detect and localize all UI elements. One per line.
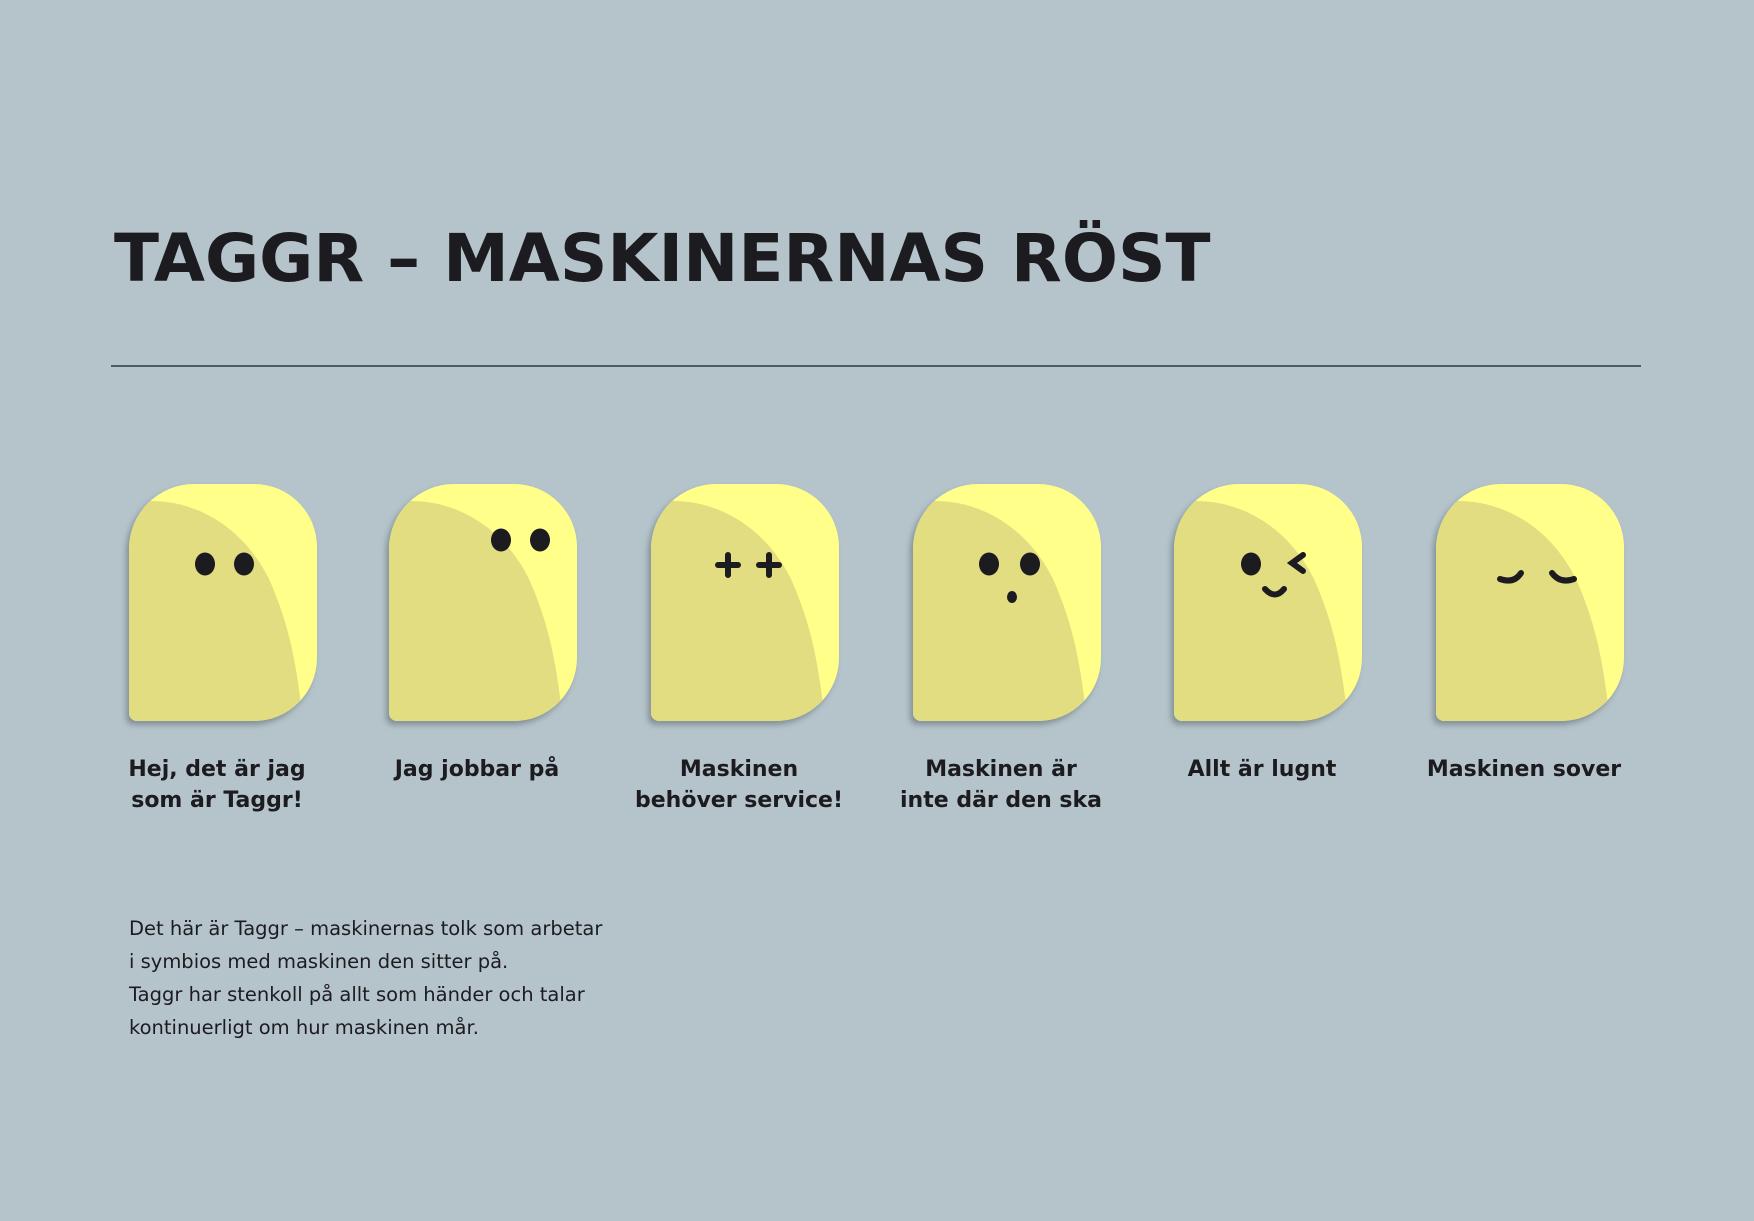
mood-label-line: Hej, det är jag [128,757,306,782]
taggr-card-eyes-plus [651,484,839,721]
taggr-card-wink-smile [1174,484,1362,721]
face-eyes-surprised-icon [979,552,1040,603]
taggr-character-icon [389,484,577,721]
face-eyes-plus-icon [715,552,782,578]
taggr-character-icon [129,484,317,721]
mood-label: Maskinen behöver service! [619,754,859,816]
mood-label: Maskinen är inte där den ska [881,754,1121,816]
taggr-character-icon [1436,484,1624,721]
mood-label: Jag jobbar på [357,754,597,785]
mood-label: Maskinen sover [1404,754,1644,785]
taggr-card-eyes-closed [1436,484,1624,721]
mood-label-line: Maskinen [679,757,799,782]
taggr-character-icon [1174,484,1362,721]
mood-label-line: behöver service! [635,788,843,813]
description-line: i symbios med maskinen den sitter på. [129,950,509,973]
face-eyes-center-icon [195,552,254,576]
taggr-card-eyes-up-right [389,484,577,721]
mood-label-line: Maskinen är [925,757,1077,782]
description-line: Det här är Taggr – maskinernas tolk som … [129,917,603,940]
mood-label: Hej, det är jag som är Taggr! [97,754,337,816]
divider [111,365,1641,367]
mood-label-line: Jag jobbar på [394,757,560,782]
description-line: kontinuerligt om hur maskinen mår. [129,1016,479,1039]
mood-label-line: inte där den ska [900,788,1102,813]
mood-label-line: Maskinen sover [1426,757,1622,782]
page-title: TAGGR – MASKINERNAS RÖST [114,220,1211,297]
face-wink-smile-icon [1241,552,1306,598]
face-eyes-up-right-icon [491,528,550,552]
description: Det här är Taggr – maskinernas tolk som … [129,912,602,1044]
taggr-character-icon [913,484,1101,721]
taggr-card-eyes-surprised [913,484,1101,721]
taggr-character-icon [651,484,839,721]
mood-label-line: Allt är lugnt [1187,757,1337,782]
mood-label: Allt är lugnt [1142,754,1382,785]
mood-label-line: som är Taggr! [131,788,303,813]
taggr-card-eyes-center [129,484,317,721]
description-line: Taggr har stenkoll på allt som händer oc… [129,983,585,1006]
face-eyes-closed-icon [1497,570,1577,584]
